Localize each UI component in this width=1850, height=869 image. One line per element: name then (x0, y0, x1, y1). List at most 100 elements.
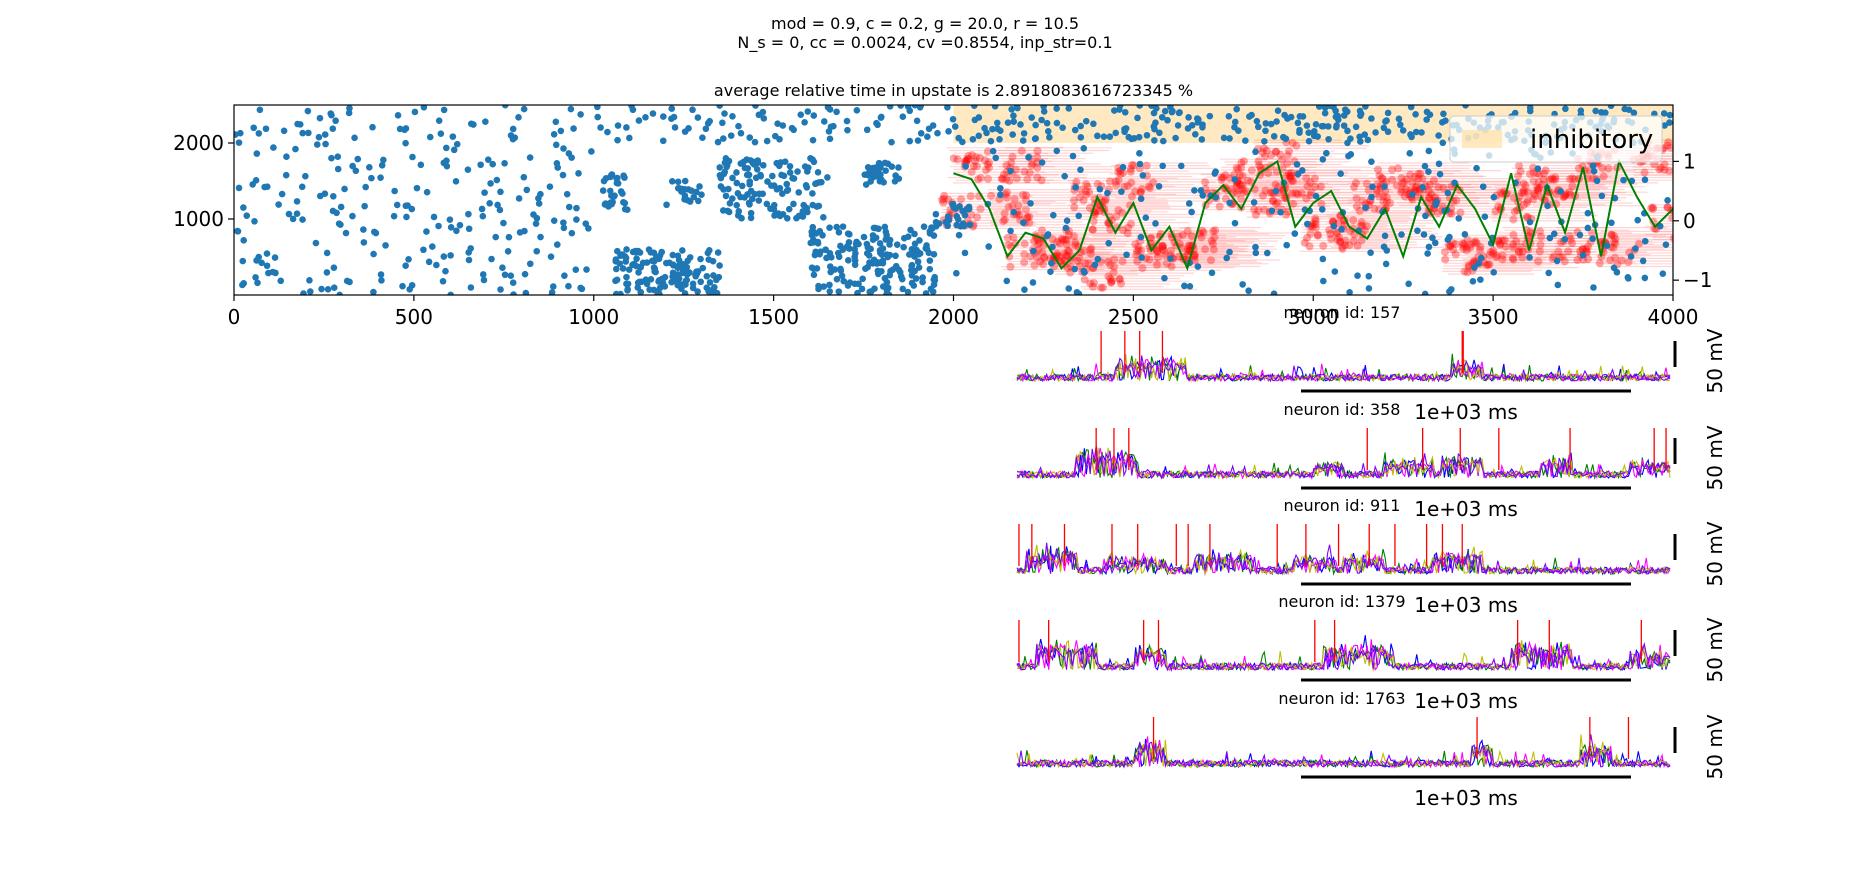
upstate-event-marker (1475, 245, 1484, 254)
raster-spike-dot (808, 264, 816, 272)
upstate-event-marker (1128, 161, 1137, 170)
raster-spike-dot (1451, 179, 1458, 187)
upstate-event-marker (1011, 165, 1020, 174)
upstate-event-marker (1377, 174, 1386, 183)
upstate-event-marker (1458, 239, 1467, 248)
raster-spike-dot (1274, 107, 1282, 114)
upstate-event-marker (966, 192, 975, 201)
raster-spike-dot (1032, 121, 1039, 129)
raster-spike-dot (710, 272, 717, 279)
raster-spike-dot (299, 216, 306, 223)
raster-spike-dot (1252, 249, 1260, 257)
raster-spike-dot (717, 183, 725, 190)
upstate-event-marker (964, 155, 973, 164)
raster-spike-dot (639, 259, 647, 267)
upstate-event-marker (1124, 223, 1133, 232)
raster-spike-dot (447, 224, 455, 231)
upstate-event-marker (1127, 219, 1136, 228)
raster-spike-dot (966, 221, 974, 229)
raster-spike-dot (752, 174, 760, 182)
raster-spike-dot (1231, 118, 1239, 126)
upstate-event-marker (1104, 272, 1113, 281)
raster-spike-dot (1338, 226, 1345, 233)
upstate-event-marker (963, 154, 972, 163)
raster-spike-dot (254, 279, 261, 287)
upstate-event-marker (1408, 195, 1417, 204)
upstate-event-marker (1306, 229, 1315, 238)
raster-spike-dot (826, 250, 834, 257)
upstate-event-marker (1190, 252, 1199, 261)
upstate-event-marker (970, 157, 979, 166)
upstate-event-marker (1126, 167, 1135, 176)
raster-spike-dot (1481, 213, 1489, 221)
upstate-event-marker (972, 153, 981, 162)
raster-spike-dot (1312, 121, 1320, 128)
raster-spike-dot (1226, 248, 1233, 256)
upstate-event-marker (1547, 174, 1556, 183)
raster-spike-dot (623, 124, 630, 131)
raster-spike-dot (916, 250, 924, 257)
upstate-event-marker (1429, 176, 1438, 185)
upstate-event-marker (1138, 264, 1147, 273)
upstate-event-marker (1449, 245, 1458, 254)
raster-spike-dot (1318, 122, 1326, 130)
raster-spike-dot (1423, 108, 1431, 116)
upstate-event-marker (1071, 238, 1080, 247)
raster-spike-dot (820, 118, 828, 125)
upstate-event-marker (1238, 180, 1247, 189)
raster-spike-dot (380, 156, 387, 164)
raster-spike-dot (1161, 107, 1169, 115)
upstate-event-marker (1370, 204, 1379, 213)
upstate-event-marker (1152, 260, 1161, 269)
raster-spike-dot (1395, 115, 1403, 123)
raster-spike-dot (234, 131, 239, 138)
raster-spike-dot (1365, 272, 1373, 280)
upstate-event-marker (1137, 246, 1146, 255)
raster-spike-dot (1319, 277, 1327, 285)
upstate-event-marker (1033, 240, 1042, 249)
raster-spike-dot (619, 190, 626, 197)
raster-spike-dot (1473, 164, 1480, 172)
raster-spike-dot (1381, 232, 1389, 240)
raster-spike-dot (931, 273, 938, 281)
raster-spike-dot (868, 169, 876, 176)
upstate-event-marker (1655, 165, 1664, 174)
raster-spike-dot (1136, 105, 1144, 109)
raster-spike-dot (1043, 119, 1051, 127)
raster-spike-dot (522, 289, 530, 295)
raster-spike-dot (456, 221, 464, 229)
raster-spike-dot (1380, 124, 1388, 132)
raster-spike-dot (255, 130, 263, 137)
raster-spike-dot (1172, 134, 1179, 142)
raster-spike-dot (1405, 280, 1412, 288)
raster-spike-dot (572, 266, 580, 274)
upstate-event-marker (1400, 178, 1409, 187)
raster-spike-dot (305, 129, 312, 137)
raster-spike-dot (862, 265, 869, 272)
raster-spike-dot (535, 200, 543, 207)
upstate-event-marker (1206, 256, 1215, 265)
upstate-event-marker (1282, 172, 1291, 181)
upstate-event-marker (1611, 234, 1620, 243)
raster-spike-dot (833, 108, 840, 116)
upstate-event-marker (1317, 182, 1326, 191)
raster-spike-dot (1272, 187, 1280, 195)
raster-spike-dot (390, 212, 398, 220)
raster-spike-dot (923, 245, 931, 253)
raster-spike-dot (263, 250, 271, 257)
upstate-event-marker (1379, 192, 1388, 201)
upstate-event-marker (1466, 243, 1475, 252)
upstate-event-marker (1190, 250, 1199, 259)
raster-spike-dot (342, 229, 350, 237)
raster-spike-dot (1263, 249, 1271, 257)
raster-spike-dot (560, 224, 568, 232)
upstate-event-marker (1607, 230, 1616, 239)
raster-spike-dot (1105, 239, 1112, 247)
raster-spike-dot (699, 134, 706, 141)
upstate-event-marker (1020, 167, 1029, 176)
raster-spike-dot (1047, 268, 1054, 276)
raster-spike-dot (885, 291, 893, 295)
raster-spike-dot (1212, 194, 1220, 201)
raster-spike-dot (1231, 219, 1239, 227)
